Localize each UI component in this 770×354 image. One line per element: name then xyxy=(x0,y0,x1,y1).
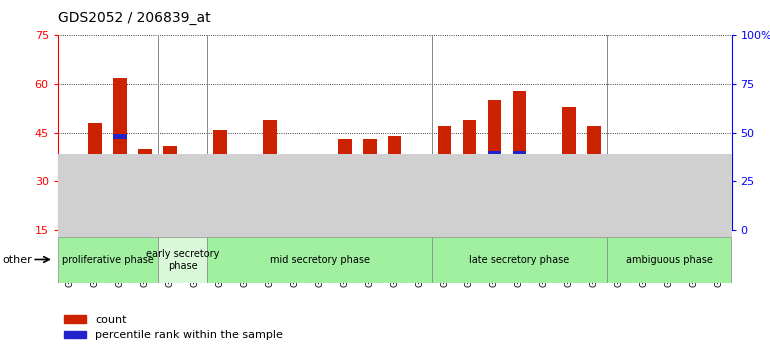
Bar xyxy=(413,165,427,230)
Bar xyxy=(63,167,77,172)
Bar xyxy=(388,157,401,162)
Bar xyxy=(513,91,526,230)
Bar xyxy=(487,150,501,155)
Bar xyxy=(437,154,451,159)
Bar xyxy=(687,170,701,175)
Bar xyxy=(562,154,576,159)
Bar xyxy=(238,167,252,172)
Bar xyxy=(332,154,357,237)
Bar xyxy=(507,154,532,237)
Bar xyxy=(463,120,477,230)
Bar xyxy=(338,139,352,230)
Bar xyxy=(482,154,507,237)
Legend: count, percentile rank within the sample: count, percentile rank within the sample xyxy=(59,310,287,345)
Bar xyxy=(687,162,701,230)
Bar xyxy=(407,154,432,237)
Bar xyxy=(432,237,607,283)
Bar xyxy=(288,173,302,178)
Bar xyxy=(487,100,501,230)
Text: proliferative phase: proliferative phase xyxy=(62,255,153,265)
Bar xyxy=(313,165,326,230)
Bar xyxy=(288,178,302,230)
Bar xyxy=(58,154,82,237)
Bar xyxy=(662,170,676,175)
Text: mid secretory phase: mid secretory phase xyxy=(270,255,370,265)
Bar xyxy=(712,170,726,175)
Bar xyxy=(63,169,77,230)
Bar xyxy=(188,186,202,191)
Bar xyxy=(313,170,326,175)
Bar xyxy=(257,154,283,237)
Bar xyxy=(363,139,377,230)
Bar xyxy=(562,107,576,230)
Bar xyxy=(638,173,651,178)
Bar xyxy=(163,160,177,165)
Bar xyxy=(681,154,707,237)
Bar xyxy=(382,154,407,237)
Bar xyxy=(638,165,651,230)
Bar xyxy=(712,169,726,230)
Bar xyxy=(58,237,158,283)
Bar xyxy=(213,160,227,165)
Bar xyxy=(158,237,207,283)
Bar xyxy=(182,154,207,237)
Bar xyxy=(357,154,382,237)
Text: early secretory
phase: early secretory phase xyxy=(146,249,219,271)
Bar xyxy=(588,157,601,162)
Bar xyxy=(631,154,657,237)
Bar xyxy=(612,155,626,230)
Bar xyxy=(537,175,551,230)
Text: ambiguous phase: ambiguous phase xyxy=(626,255,712,265)
Bar xyxy=(238,175,252,230)
Bar xyxy=(588,126,601,230)
Bar xyxy=(388,136,401,230)
Bar xyxy=(158,154,182,237)
Bar xyxy=(233,154,257,237)
Bar xyxy=(188,207,202,230)
Bar xyxy=(513,150,526,155)
Bar xyxy=(82,154,108,237)
Bar xyxy=(707,154,732,237)
Bar xyxy=(207,154,233,237)
Bar xyxy=(338,160,352,165)
Bar xyxy=(662,169,676,230)
Bar xyxy=(89,157,102,162)
Bar xyxy=(263,160,276,165)
Bar xyxy=(307,154,332,237)
Bar xyxy=(582,154,607,237)
Bar xyxy=(413,177,427,181)
Bar xyxy=(139,149,152,230)
Bar xyxy=(113,135,127,139)
Bar xyxy=(108,154,132,237)
Bar xyxy=(89,123,102,230)
Bar xyxy=(263,120,276,230)
Bar xyxy=(607,237,731,283)
Bar xyxy=(139,164,152,169)
Bar xyxy=(657,154,681,237)
Bar xyxy=(437,126,451,230)
Bar xyxy=(457,154,482,237)
Bar xyxy=(163,146,177,230)
Bar xyxy=(363,160,377,165)
Bar xyxy=(607,154,631,237)
Bar xyxy=(537,186,551,191)
Bar xyxy=(283,154,307,237)
Bar xyxy=(207,237,432,283)
Text: late secretory phase: late secretory phase xyxy=(469,255,570,265)
Text: GDS2052 / 206839_at: GDS2052 / 206839_at xyxy=(58,11,210,25)
Bar xyxy=(432,154,457,237)
Bar xyxy=(213,130,227,230)
Bar xyxy=(132,154,158,237)
Bar xyxy=(557,154,582,237)
Bar xyxy=(113,78,127,230)
Bar xyxy=(532,154,557,237)
Bar xyxy=(612,170,626,175)
Text: other: other xyxy=(2,255,32,265)
Bar xyxy=(463,154,477,159)
